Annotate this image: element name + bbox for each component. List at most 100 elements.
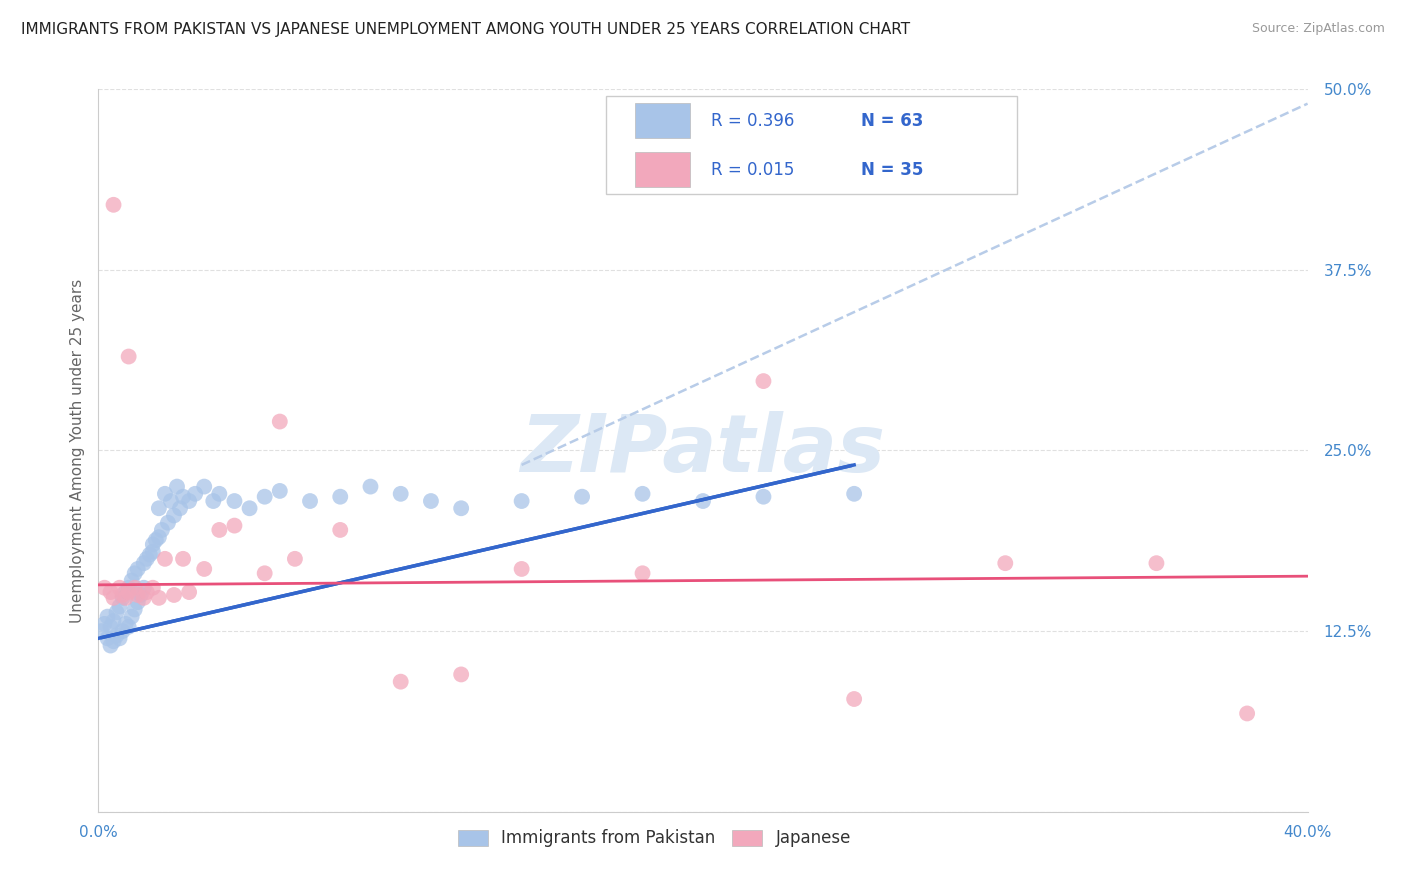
Point (139, 548, 162, 562)
Point (132, 581, 155, 595)
Point (118, 620, 141, 634)
Point (239, 501, 262, 516)
Point (193, 562, 215, 576)
Point (124, 566, 146, 581)
Point (103, 634, 125, 648)
Point (269, 415, 291, 429)
Point (420, 494, 443, 508)
Text: IMMIGRANTS FROM PAKISTAN VS JAPANESE UNEMPLOYMENT AMONG YOUTH UNDER 25 YEARS COR: IMMIGRANTS FROM PAKISTAN VS JAPANESE UNE… (21, 22, 910, 37)
Point (179, 585, 201, 599)
Point (208, 487, 231, 501)
Point (202, 494, 225, 508)
Point (100, 639, 122, 653)
Point (510, 562, 533, 576)
Point (692, 494, 714, 508)
Point (93, 581, 115, 595)
Point (103, 198, 125, 212)
Point (111, 624, 134, 639)
Bar (606, 96, 1018, 194)
Point (329, 523, 352, 537)
Point (118, 581, 141, 595)
Point (193, 480, 215, 494)
Point (93, 616, 115, 631)
Point (142, 581, 165, 595)
Point (114, 585, 136, 599)
Legend: Immigrants from Pakistan, Japanese: Immigrants from Pakistan, Japanese (451, 822, 858, 854)
Point (103, 614, 125, 628)
Point (111, 588, 134, 602)
Point (1144, 556, 1167, 570)
Point (121, 609, 143, 624)
Point (389, 674, 412, 689)
Y-axis label: Unemployment Among Youth under 25 years: Unemployment Among Youth under 25 years (69, 278, 84, 623)
Point (153, 551, 176, 566)
Point (132, 556, 155, 570)
Point (108, 581, 131, 595)
Point (169, 501, 191, 516)
Point (571, 490, 593, 504)
Point (752, 374, 775, 388)
Point (166, 480, 188, 494)
Point (100, 585, 122, 599)
Text: R = 0.015: R = 0.015 (711, 161, 794, 178)
Point (150, 523, 173, 537)
Point (269, 483, 291, 498)
Point (124, 602, 146, 616)
Point (121, 574, 143, 588)
Bar (636, 153, 690, 187)
Point (105, 605, 128, 619)
Point (172, 551, 194, 566)
Point (103, 591, 125, 605)
Text: Source: ZipAtlas.com: Source: ZipAtlas.com (1251, 22, 1385, 36)
Point (284, 551, 307, 566)
Point (631, 566, 654, 581)
Point (114, 591, 136, 605)
Text: ZIPatlas: ZIPatlas (520, 411, 886, 490)
Point (163, 588, 186, 602)
Point (184, 487, 207, 501)
Point (179, 494, 201, 508)
Point (163, 508, 186, 523)
Point (132, 591, 155, 605)
Point (108, 632, 131, 646)
Point (450, 667, 472, 681)
Point (844, 692, 866, 706)
Point (114, 616, 136, 631)
Point (124, 581, 146, 595)
Point (253, 566, 276, 581)
Point (844, 487, 866, 501)
Point (752, 490, 775, 504)
Point (145, 533, 167, 547)
Point (127, 595, 149, 609)
Point (142, 537, 165, 551)
Point (118, 585, 141, 599)
Point (96, 632, 118, 646)
Point (127, 588, 149, 602)
Text: R = 0.396: R = 0.396 (711, 112, 794, 130)
Point (329, 490, 352, 504)
Point (100, 620, 122, 634)
Point (148, 501, 170, 516)
Point (510, 494, 533, 508)
Point (360, 480, 382, 494)
Point (135, 551, 157, 566)
Point (450, 501, 472, 516)
Point (631, 487, 654, 501)
Point (224, 494, 246, 508)
Point (172, 490, 194, 504)
Bar (636, 103, 690, 138)
Point (105, 628, 128, 642)
Point (153, 487, 176, 501)
Point (111, 591, 134, 605)
Point (299, 494, 322, 508)
Point (148, 530, 170, 544)
Text: N = 63: N = 63 (860, 112, 924, 130)
Point (253, 490, 276, 504)
Point (108, 599, 131, 614)
Point (142, 544, 165, 558)
Point (135, 585, 157, 599)
Point (156, 516, 179, 530)
Point (1236, 706, 1258, 721)
Point (994, 556, 1017, 570)
Point (90, 624, 112, 639)
